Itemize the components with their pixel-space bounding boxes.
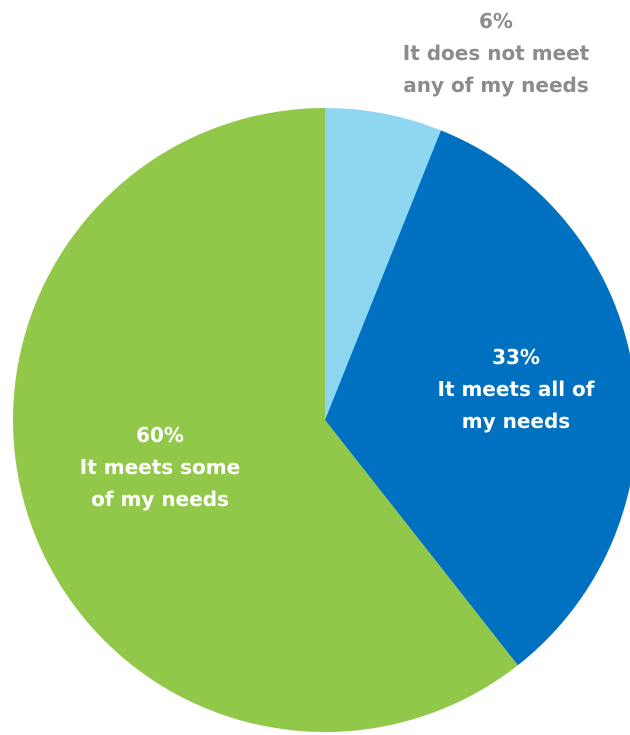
slice-does-not-meet — [325, 108, 441, 420]
slice-meets-all — [325, 130, 630, 666]
slice-meets-some-label: 60% It meets some of my needs — [80, 423, 240, 511]
slice-percent-label: 6% — [479, 9, 513, 33]
slice-meets-all-label: 33% It meets all of my needs — [438, 345, 595, 433]
slice-meets-some — [13, 108, 518, 732]
slice-category-label: of my needs — [91, 487, 229, 511]
slice-category-label: It meets some — [80, 455, 240, 479]
slice-category-label: any of my needs — [403, 73, 589, 97]
slice-percent-label: 33% — [492, 345, 540, 369]
slice-does-not-meet-label: 6% It does not meet any of my needs — [403, 9, 590, 97]
slice-category-label: It meets all of — [438, 377, 595, 401]
slice-category-label: my needs — [462, 409, 570, 433]
slice-percent-label: 60% — [136, 423, 184, 447]
slice-category-label: It does not meet — [403, 41, 590, 65]
